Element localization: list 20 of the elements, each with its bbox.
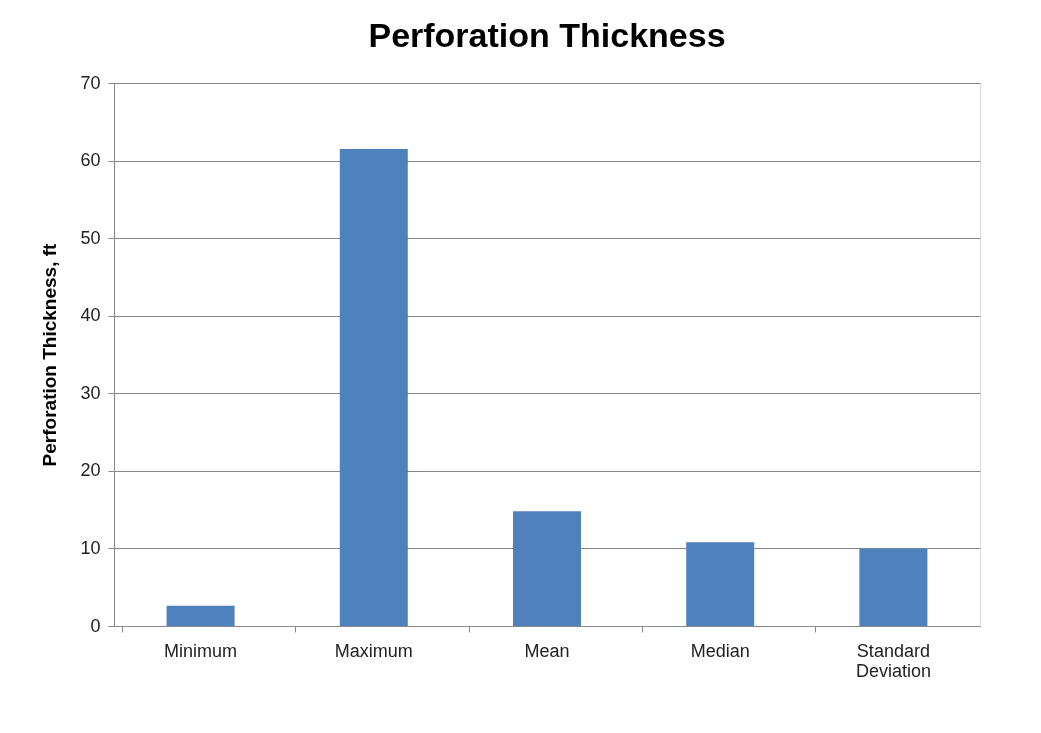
- y-tick-label: 50: [80, 227, 101, 248]
- y-tick-label: 30: [80, 382, 101, 403]
- bar: [859, 548, 928, 626]
- y-tick-label: 60: [80, 150, 101, 171]
- x-tick-label: Median: [690, 640, 750, 661]
- bar: [513, 511, 581, 626]
- chart-title: Perforation Thickness: [368, 16, 726, 54]
- y-tick-label: 40: [80, 305, 101, 326]
- bar: [686, 542, 755, 626]
- bar: [339, 148, 408, 626]
- y-tick-label: 20: [80, 460, 101, 481]
- y-tick-label: 70: [80, 72, 101, 93]
- bar: [166, 605, 235, 626]
- x-tick-label: Maximum: [334, 640, 413, 661]
- y-tick-label: 10: [80, 537, 101, 558]
- x-tick-label: Mean: [524, 640, 570, 661]
- y-axis-title: Perforation Thickness, ft: [39, 242, 61, 467]
- y-tick-label: 0: [90, 615, 101, 636]
- x-tick-label: Minimum: [164, 640, 238, 661]
- x-tick-label: Standard Deviation: [855, 640, 931, 681]
